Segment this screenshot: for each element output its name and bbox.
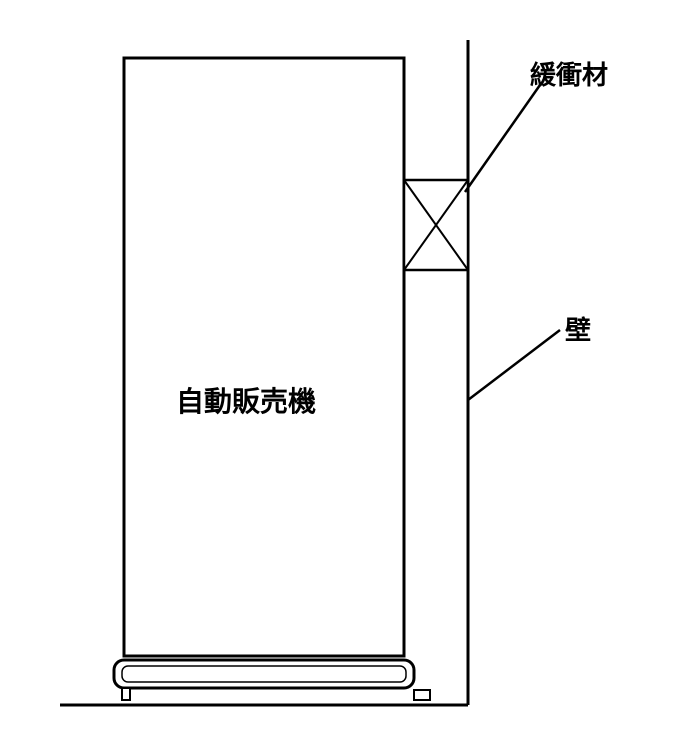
- vending-foot-left: [122, 688, 130, 700]
- wall-label: 壁: [565, 310, 591, 347]
- vending-body: [124, 58, 404, 656]
- vending-base: [114, 660, 414, 688]
- cushion-label: 緩衝材: [530, 55, 608, 92]
- leader-cushion: [465, 85, 540, 192]
- diagram-canvas: 緩衝材 壁 自動販売機: [0, 0, 691, 753]
- diagram-svg: [0, 0, 691, 753]
- leader-wall: [468, 330, 560, 400]
- vending-foot-right: [414, 690, 430, 700]
- vending-machine-label: 自動販売機: [176, 380, 316, 420]
